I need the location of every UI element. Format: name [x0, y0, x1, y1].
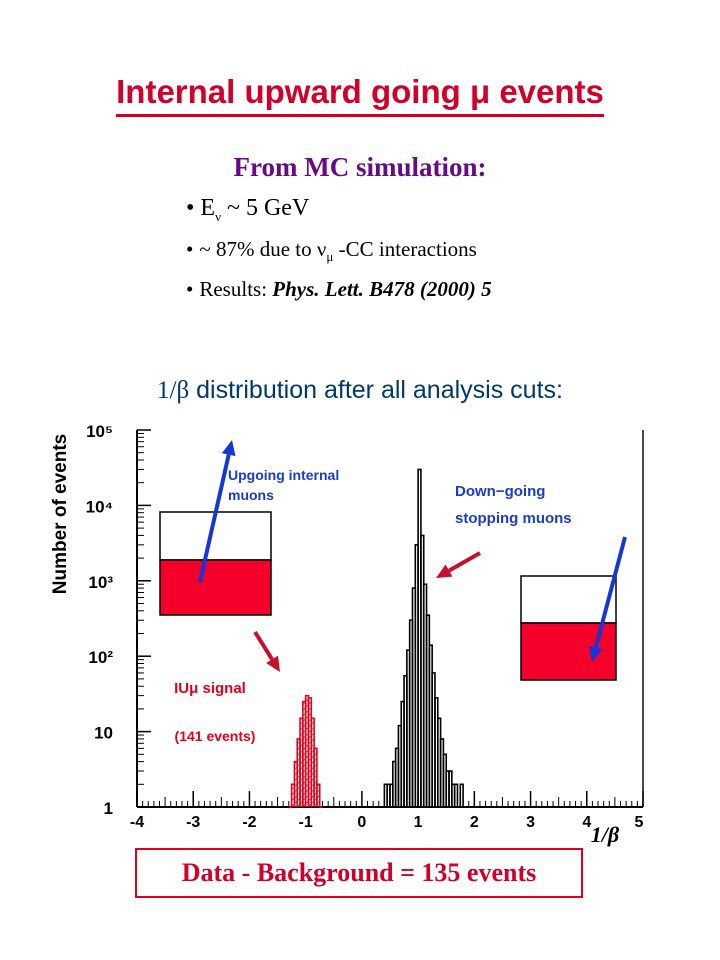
red-arrow-icon [436, 551, 481, 578]
x-axis-title: 1/β [591, 822, 620, 847]
signal-histogram-bar [297, 738, 301, 807]
signal-histogram-bar [294, 761, 298, 807]
signal-histogram-bar [316, 784, 320, 807]
arrow-shaft [198, 454, 231, 583]
signal-histogram-bar [291, 784, 295, 807]
x-tick-label: 3 [526, 814, 535, 831]
blue-arrow-icon [198, 440, 236, 583]
arrow-shaft [593, 536, 627, 649]
signal-histogram-bar [308, 697, 312, 807]
bullet-energy: • Eν ~ 5 GeV [186, 192, 492, 233]
x-tick-label: -3 [186, 814, 200, 831]
signal-histogram-bar [300, 718, 303, 807]
background-histogram-bar [459, 783, 464, 807]
x-tick-label: -4 [130, 814, 144, 831]
arrow-head [221, 440, 236, 457]
bullet-text-sub: μ [326, 248, 334, 264]
x-tick-label: 2 [470, 814, 479, 831]
page-title: Internal upward going μ events [0, 72, 720, 117]
signal-histogram-bar [316, 783, 321, 807]
bullet-dot: • [186, 236, 194, 261]
y-tick-label: 10 [94, 724, 113, 743]
signal-histogram-bar [305, 695, 309, 807]
distribution-heading-text: distribution after all analysis cuts: [189, 376, 563, 404]
x-tick-label: 1 [414, 814, 423, 831]
arrow-head [436, 564, 453, 578]
y-tick-label: 10³ [88, 573, 113, 592]
detector-box-icon [159, 559, 272, 616]
bullet-text-pre: ~ 87% due to ν [199, 236, 327, 261]
signal-histogram-bar [314, 748, 317, 807]
bullet-text-post: ~ 5 GeV [220, 195, 310, 221]
section-subtitle: From MC simulation: [233, 152, 487, 182]
x-tick-label: -2 [242, 814, 256, 831]
bullet-text-sub: ν [215, 208, 221, 224]
downgoing-label-line1: Down−going [455, 483, 545, 500]
x-tick-label: 5 [635, 814, 644, 831]
y-tick-label: 10⁵ [86, 422, 113, 441]
bullet-reference: Phys. Lett. B478 (2000) 5 [272, 276, 492, 301]
distribution-heading: 1/β distribution after all analysis cuts… [0, 376, 720, 405]
bullet-text-post: -CC interactions [333, 236, 477, 261]
x-tick-label: -1 [299, 814, 313, 831]
bullet-dot: • [186, 195, 195, 221]
arrow-shaft [253, 630, 274, 661]
signal-count-label: (141 events) [175, 728, 256, 744]
result-box: Data - Background = 135 events [135, 848, 583, 898]
y-tick-label: 10² [88, 648, 113, 667]
arrow-head [266, 655, 280, 672]
red-arrow-icon [253, 630, 280, 672]
arrow-shaft [448, 551, 481, 573]
signal-label: IUμ signal [174, 680, 246, 697]
signal-series [288, 694, 323, 809]
arrow-head [589, 645, 603, 662]
bullet-cc-fraction: • ~ 87% due to νμ -CC interactions [186, 233, 492, 273]
bullet-text-pre: E [200, 195, 216, 221]
upgoing-label-line1: Upgoing internal [228, 467, 339, 483]
y-tick-label: 10⁴ [86, 497, 113, 516]
background-histogram-bar [453, 783, 459, 807]
bullet-dot: • [186, 276, 194, 301]
x-tick-label: 4 [582, 814, 591, 831]
background-series [255, 468, 627, 808]
bullet-results: • Results: Phys. Lett. B478 (2000) 5 [186, 273, 492, 306]
downgoing-label-line2: stopping muons [455, 510, 572, 527]
blue-arrow-icon [589, 536, 627, 662]
signal-histogram-bar [313, 747, 318, 807]
page-title-text: Internal upward going μ events [116, 72, 604, 117]
y-tick-label: 1 [104, 799, 113, 818]
detector-box-icon [520, 575, 617, 624]
x-tick-label: 0 [357, 814, 366, 831]
signal-histogram-bar [302, 701, 306, 807]
inverse-beta-symbol: 1/β [157, 377, 190, 404]
bullet-list: • Eν ~ 5 GeV • ~ 87% due to νμ -CC interac… [186, 192, 492, 306]
bullet-text-pre: Results: [199, 276, 273, 301]
y-axis-title: Number of events [50, 434, 71, 594]
signal-histogram-bar [311, 718, 315, 807]
upgoing-label-line2: muons [228, 487, 274, 503]
